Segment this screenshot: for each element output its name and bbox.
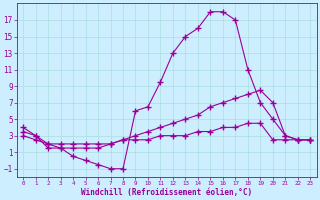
X-axis label: Windchill (Refroidissement éolien,°C): Windchill (Refroidissement éolien,°C): [81, 188, 252, 197]
